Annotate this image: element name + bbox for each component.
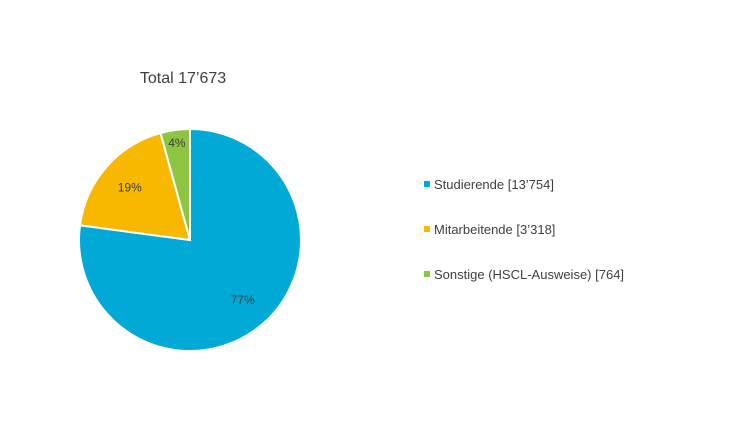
pie-slice-1[interactable] [78, 131, 192, 242]
legend-swatch [424, 181, 430, 187]
legend-swatch [424, 226, 430, 232]
pie-slice-percent-label: 4% [168, 136, 186, 150]
legend-item-studierende[interactable]: Studierende [13’754] [424, 174, 624, 194]
pie-slice-percent-label: 77% [231, 293, 255, 307]
chart-legend: Studierende [13’754] Mitarbeitende [3’31… [424, 174, 624, 309]
legend-item-sonstige[interactable]: Sonstige (HSCL-Ausweise) [764] [424, 264, 624, 284]
chart-title: Total 17’673 [139, 70, 227, 87]
pie-slice-2[interactable] [159, 127, 191, 241]
legend-item-mitarbeitende[interactable]: Mitarbeitende [3’318] [424, 219, 624, 239]
legend-label: Studierende [13’754] [434, 176, 554, 192]
legend-swatch [424, 271, 430, 277]
legend-label: Sonstige (HSCL-Ausweise) [764] [434, 266, 625, 282]
legend-label: Mitarbeitende [3’318] [434, 221, 556, 237]
pie-slice-percent-label: 19% [118, 180, 142, 194]
